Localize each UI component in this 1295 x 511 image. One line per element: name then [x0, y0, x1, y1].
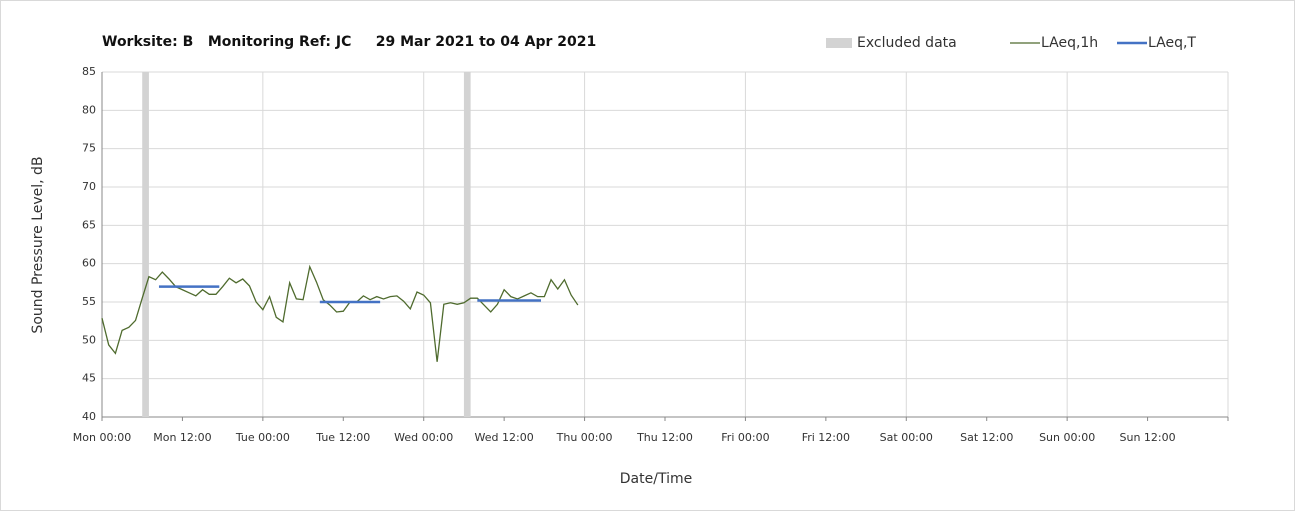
y-tick-label: 65: [82, 218, 96, 231]
x-tick-label: Sun 12:00: [1120, 431, 1176, 444]
x-tick-label: Mon 00:00: [73, 431, 131, 444]
legend-label: LAeq,T: [1148, 35, 1196, 51]
x-tick-label: Sun 00:00: [1039, 431, 1095, 444]
x-tick-label: Tue 12:00: [315, 431, 370, 444]
series-line: [101, 264, 579, 362]
x-axis-title: Date/Time: [620, 471, 692, 487]
x-tick-label: Fri 00:00: [721, 431, 769, 444]
x-tick-label: Sat 12:00: [960, 431, 1013, 444]
y-tick-label: 75: [82, 142, 96, 155]
x-tick-label: Wed 00:00: [394, 431, 453, 444]
y-tick-label: 60: [82, 257, 96, 270]
legend-label: Excluded data: [857, 35, 957, 51]
x-tick-label: Sat 00:00: [880, 431, 933, 444]
x-tick-label: Tue 00:00: [235, 431, 290, 444]
legend-swatch: [826, 38, 852, 48]
y-tick-label: 70: [82, 180, 96, 193]
y-tick-label: 50: [82, 333, 96, 346]
legend-label: LAeq,1h: [1041, 35, 1098, 51]
y-tick-label: 45: [82, 372, 96, 385]
x-tick-label: Wed 12:00: [475, 431, 534, 444]
chart-title: Worksite: B Monitoring Ref: JC 29 Mar 20…: [102, 34, 596, 50]
y-axis-title: Sound Pressure Level, dB: [30, 156, 46, 333]
excluded-band: [142, 72, 149, 417]
excluded-band: [463, 72, 471, 417]
series-line: [158, 285, 542, 304]
y-tick-label: 85: [82, 65, 96, 78]
x-tick-label: Fri 12:00: [802, 431, 850, 444]
y-tick-label: 80: [82, 103, 96, 116]
y-tick-label: 55: [82, 295, 96, 308]
x-tick-label: Thu 12:00: [636, 431, 693, 444]
y-tick-label: 40: [82, 410, 96, 423]
x-tick-label: Mon 12:00: [153, 431, 211, 444]
x-tick-label: Thu 00:00: [556, 431, 613, 444]
